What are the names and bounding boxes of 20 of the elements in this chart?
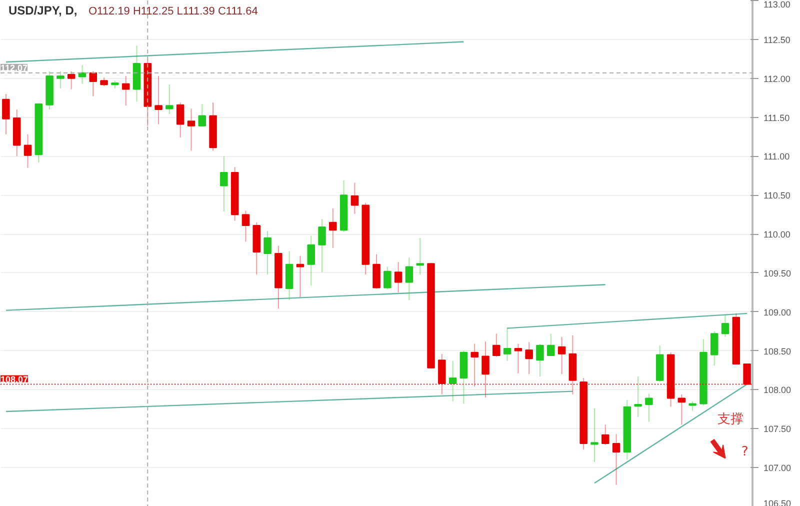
chart-title: USD/JPY, D, xyxy=(8,4,78,18)
y-tick-label: 112.50 xyxy=(764,34,790,45)
y-tick-label: 113.00 xyxy=(764,0,790,10)
y-tick-label: 107.50 xyxy=(764,424,792,434)
annotation: ? xyxy=(741,444,748,460)
y-tick-label: 111.00 xyxy=(764,152,790,162)
ref-line-label: 112.07 xyxy=(0,62,28,73)
y-tick-label: 108.50 xyxy=(764,346,792,356)
y-tick-label: 109.50 xyxy=(764,268,792,278)
y-tick-label: 108.00 xyxy=(764,385,792,396)
y-tick-label: 112.00 xyxy=(764,74,790,84)
ref-line-label: 108.07 xyxy=(0,374,28,384)
y-tick-label: 111.50 xyxy=(764,112,790,123)
chart-subtitle: O112.19 H112.25 L111.39 C111.64 xyxy=(88,6,258,18)
annotation: 支撑 xyxy=(718,412,744,427)
y-tick-label: 110.00 xyxy=(764,230,790,240)
y-tick-label: 109.00 xyxy=(764,307,792,318)
y-tick-label: 107.00 xyxy=(764,463,792,474)
y-tick-label: 110.50 xyxy=(764,190,790,201)
candlestick xyxy=(743,364,751,385)
